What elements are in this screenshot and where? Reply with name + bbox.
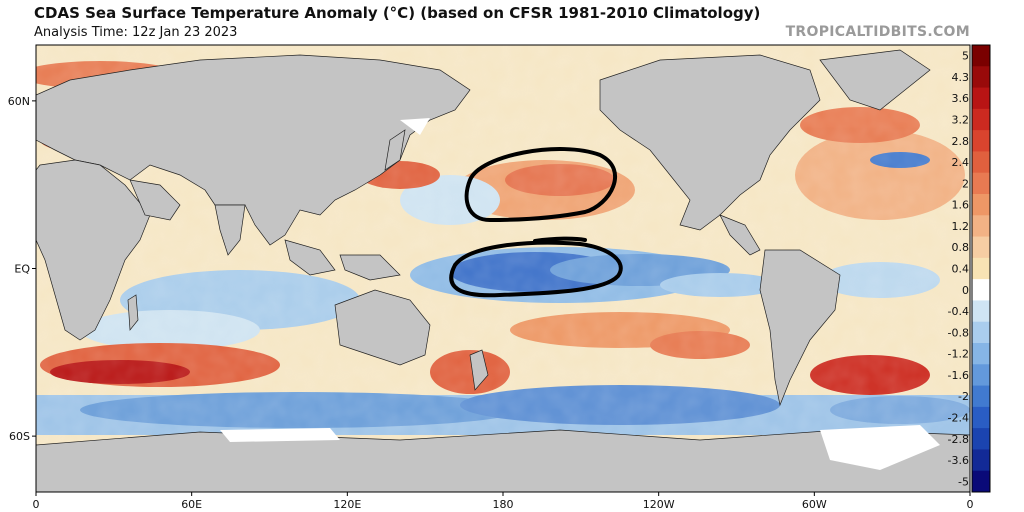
- x-tick-label: 0: [33, 498, 40, 511]
- x-tick-label: 120W: [643, 498, 675, 511]
- colorbar-swatch: [972, 300, 990, 323]
- colorbar-swatch: [972, 172, 990, 195]
- colorbar-swatch: [972, 236, 990, 259]
- colorbar-swatch: [972, 45, 990, 67]
- north-pacific-warm-oval: [464, 147, 617, 223]
- colorbar-label: -2: [958, 390, 969, 403]
- colorbar-label: 5: [962, 50, 969, 63]
- colorbar-swatch: [972, 449, 990, 472]
- colorbar-label: 2: [962, 177, 969, 190]
- colorbar-swatch: [972, 321, 990, 344]
- colorbar-swatch: [972, 428, 990, 450]
- colorbar-label: -1.6: [948, 369, 969, 382]
- colorbar-frame: [971, 44, 991, 493]
- x-tick-label: 60W: [802, 498, 827, 511]
- colorbar-label: -5: [958, 475, 969, 488]
- colorbar-label: 1.2: [952, 220, 970, 233]
- chart-title: CDAS Sea Surface Temperature Anomaly (°C…: [34, 4, 761, 22]
- analysis-time: Analysis Time: 12z Jan 23 2023: [34, 25, 238, 40]
- sea-ice: [220, 118, 940, 470]
- x-tick-label: 0: [967, 498, 974, 511]
- colorbar-swatch: [972, 108, 990, 131]
- x-axis-ticks: 0 60E 120E 180 120W 60W 0: [33, 492, 974, 511]
- colorbar-swatch: [972, 130, 990, 152]
- colorbar-label: 2.4: [952, 156, 970, 169]
- colorbar-label: -1.2: [948, 348, 969, 361]
- colorbar-swatch: [972, 279, 990, 301]
- colorbar-swatch: [972, 66, 990, 89]
- colorbar-label: 1.6: [952, 199, 970, 212]
- colorbar-label: 3.2: [952, 114, 970, 127]
- colorbar-swatch: [972, 215, 990, 238]
- y-tick-label: EQ: [14, 263, 30, 276]
- x-tick-label: 60E: [181, 498, 202, 511]
- colorbar-label: 4.3: [952, 71, 970, 84]
- colorbar: 5 4.3 3.6 3.2 2.8 2.4 2 1.6 1.2 0.8 0.4 0 -0.4 -0.8 -1…: [948, 44, 991, 493]
- y-axis-ticks: 60N EQ 60S: [8, 95, 36, 443]
- equatorial-pacific-cold-oval: [449, 236, 623, 298]
- x-tick-label: 180: [493, 498, 514, 511]
- colorbar-label: -2.8: [948, 433, 969, 446]
- colorbar-label: 3.6: [952, 92, 970, 105]
- map-area: [36, 45, 970, 492]
- y-tick-label: 60S: [9, 430, 30, 443]
- colorbar-swatch: [972, 470, 990, 493]
- colorbar-label: -0.4: [948, 305, 969, 318]
- y-tick-label: 60N: [8, 95, 30, 108]
- land: [36, 49, 970, 492]
- colorbar-swatch: [972, 151, 990, 174]
- colorbar-label: -2.4: [948, 412, 969, 425]
- colorbar-label: 0.8: [952, 241, 970, 254]
- colorbar-swatch: [972, 406, 990, 429]
- colorbar-label: 2.8: [952, 135, 970, 148]
- x-tick-label: 120E: [333, 498, 361, 511]
- colorbar-label: 0.4: [952, 263, 970, 276]
- colorbar-swatch: [972, 385, 990, 408]
- colorbar-swatch: [972, 194, 990, 216]
- colorbar-swatch: [972, 343, 990, 365]
- colorbar-swatch: [972, 87, 990, 110]
- colorbar-label: 0: [962, 284, 969, 297]
- colorbar-swatch: [972, 364, 990, 387]
- colorbar-label: -3.6: [948, 454, 969, 467]
- site-credit: TROPICALTIDBITS.COM: [785, 24, 970, 40]
- colorbar-swatch: [972, 257, 990, 280]
- colorbar-label: -0.8: [948, 326, 969, 339]
